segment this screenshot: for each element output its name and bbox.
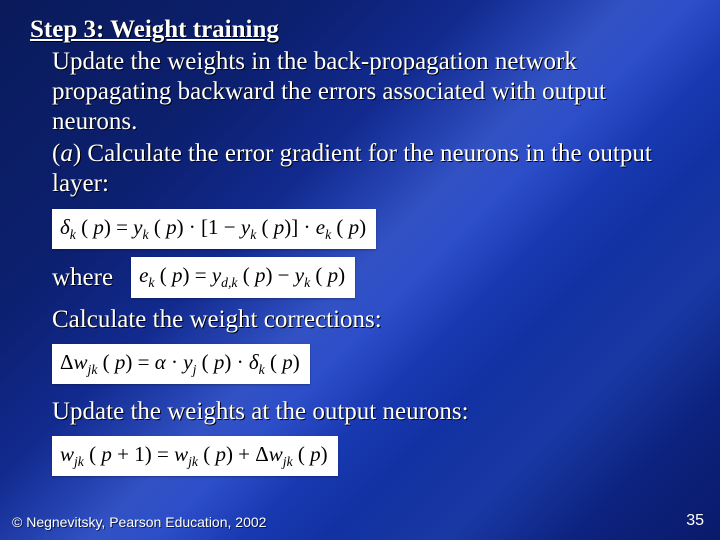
where-label: where [52,264,113,292]
section-update-weights: Update the weights at the output neurons… [52,398,690,426]
footer-attribution: © Negnevitsky, Pearson Education, 2002 [12,514,266,530]
step-title: Step 3: Weight training [30,14,690,45]
formula-error-definition: ek ( p) = yd,k ( p) − yk ( p) [131,257,355,297]
formula-weight-correction: Δwjk ( p) = α · yj ( p) · δk ( p) [52,344,310,384]
formula-error-gradient: δk ( p) = yk ( p) · [1 − yk ( p)] · ek (… [52,209,376,249]
subpoint-a-text: ) Calculate the error gradient for the n… [52,140,652,197]
section-weight-corrections: Calculate the weight corrections: [52,306,690,334]
where-line: where ek ( p) = yd,k ( p) − yk ( p) [52,257,690,297]
formula-weight-update: wjk ( p + 1) = wjk ( p) + Δwjk ( p) [52,436,338,476]
page-number: 35 [686,512,704,530]
slide-container: Step 3: Weight training Update the weigh… [0,0,720,540]
paragraph-1: Update the weights in the back-propagati… [52,47,690,137]
subpoint-a: (a) Calculate the error gradient for the… [52,139,690,199]
subpoint-a-letter: a [60,140,73,167]
